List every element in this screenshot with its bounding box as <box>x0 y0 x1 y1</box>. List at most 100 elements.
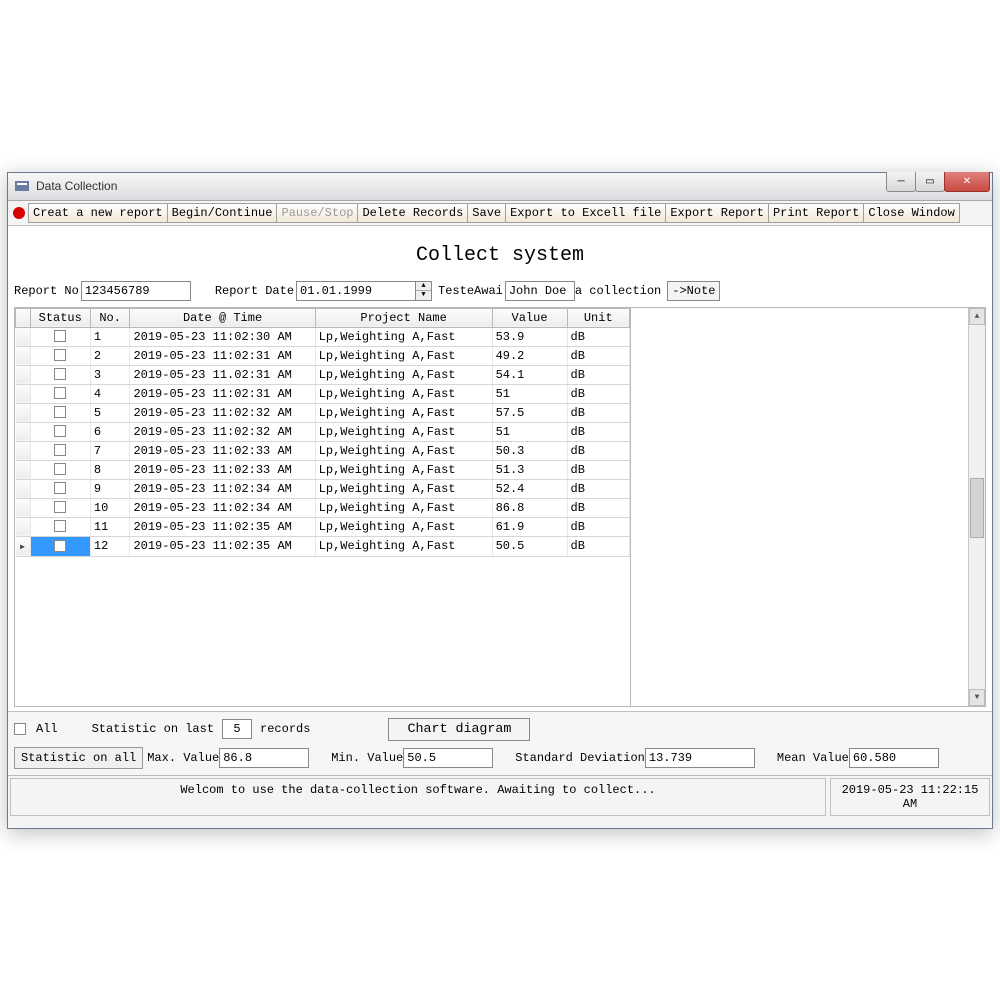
row-value: 50.5 <box>492 536 567 556</box>
create-report-button[interactable]: Creat a new report <box>28 203 168 223</box>
data-grid[interactable]: Status No. Date @ Time Project Name Valu… <box>14 307 631 707</box>
row-status-checkbox[interactable] <box>30 479 90 498</box>
row-value: 50.3 <box>492 441 567 460</box>
row-datetime: 2019-05-23 11:02:32 AM <box>130 422 315 441</box>
row-value: 61.9 <box>492 517 567 536</box>
all-checkbox[interactable] <box>14 723 26 735</box>
row-unit: dB <box>567 498 630 517</box>
pause-stop-button[interactable]: Pause/Stop <box>276 203 358 223</box>
chart-diagram-button[interactable]: Chart diagram <box>388 718 530 741</box>
print-report-button[interactable]: Print Report <box>768 203 864 223</box>
right-blank-pane: ▲ ▼ <box>631 307 986 707</box>
row-marker <box>16 384 31 403</box>
table-row[interactable]: 62019-05-23 11:02:32 AMLp,Weighting A,Fa… <box>16 422 630 441</box>
row-datetime: 2019-05-23 11:02:34 AM <box>130 479 315 498</box>
table-row[interactable]: 52019-05-23 11:02:32 AMLp,Weighting A,Fa… <box>16 403 630 422</box>
begin-continue-button[interactable]: Begin/Continue <box>167 203 278 223</box>
row-marker <box>16 422 31 441</box>
status-time: 2019-05-23 11:22:15 AM <box>830 778 990 816</box>
row-status-checkbox[interactable] <box>30 384 90 403</box>
scroll-thumb[interactable] <box>970 478 984 538</box>
table-row[interactable]: 112019-05-23 11:02:35 AMLp,Weighting A,F… <box>16 517 630 536</box>
row-status-checkbox[interactable] <box>30 346 90 365</box>
table-row[interactable]: ▸122019-05-23 11:02:35 AMLp,Weighting A,… <box>16 536 630 556</box>
grid-header-project[interactable]: Project Name <box>315 308 492 327</box>
export-report-button[interactable]: Export Report <box>665 203 769 223</box>
titlebar[interactable]: Data Collection ─ ▭ ✕ <box>8 173 992 201</box>
row-status-checkbox[interactable] <box>30 403 90 422</box>
report-date-input[interactable] <box>296 281 416 301</box>
row-project: Lp,Weighting A,Fast <box>315 403 492 422</box>
maximize-button[interactable]: ▭ <box>915 172 945 192</box>
row-value: 51 <box>492 384 567 403</box>
scroll-up-icon[interactable]: ▲ <box>969 308 985 325</box>
save-button[interactable]: Save <box>467 203 506 223</box>
row-marker <box>16 460 31 479</box>
grid-header-no[interactable]: No. <box>90 308 130 327</box>
grid-marker-header <box>16 308 31 327</box>
records-count-input[interactable] <box>222 719 252 739</box>
row-datetime: 2019-05-23 11:02:33 AM <box>130 460 315 479</box>
grid-header-value[interactable]: Value <box>492 308 567 327</box>
table-row[interactable]: 72019-05-23 11:02:33 AMLp,Weighting A,Fa… <box>16 441 630 460</box>
grid-header-row: Status No. Date @ Time Project Name Valu… <box>16 308 630 327</box>
delete-records-button[interactable]: Delete Records <box>357 203 468 223</box>
close-button[interactable]: ✕ <box>944 172 990 192</box>
grid-header-status[interactable]: Status <box>30 308 90 327</box>
scroll-down-icon[interactable]: ▼ <box>969 689 985 706</box>
row-unit: dB <box>567 517 630 536</box>
table-row[interactable]: 82019-05-23 11:02:33 AMLp,Weighting A,Fa… <box>16 460 630 479</box>
row-status-checkbox[interactable] <box>30 441 90 460</box>
row-unit: dB <box>567 441 630 460</box>
status-message: Welcom to use the data-collection softwa… <box>10 778 826 816</box>
row-datetime: 2019-05-23 11:02:34 AM <box>130 498 315 517</box>
row-status-checkbox[interactable] <box>30 327 90 346</box>
grid-header-datetime[interactable]: Date @ Time <box>130 308 315 327</box>
mean-value-output <box>849 748 939 768</box>
row-value: 52.4 <box>492 479 567 498</box>
date-spinner[interactable]: ▲▼ <box>416 281 432 301</box>
row-marker <box>16 403 31 422</box>
note-button[interactable]: ->Note <box>667 281 720 301</box>
row-status-checkbox[interactable] <box>30 536 90 556</box>
statusbar: Welcom to use the data-collection softwa… <box>8 775 992 818</box>
row-status-checkbox[interactable] <box>30 517 90 536</box>
stat-on-all-label: Statistic on all <box>14 747 143 769</box>
export-excel-button[interactable]: Export to Excell file <box>505 203 666 223</box>
row-status-checkbox[interactable] <box>30 498 90 517</box>
row-project: Lp,Weighting A,Fast <box>315 365 492 384</box>
row-no: 10 <box>90 498 130 517</box>
report-date-label: Report Date <box>215 284 294 298</box>
content-area: Collect system Report No Report Date ▲▼ … <box>8 226 992 711</box>
vertical-scrollbar[interactable]: ▲ ▼ <box>968 308 985 706</box>
minimize-button[interactable]: ─ <box>886 172 916 192</box>
row-unit: dB <box>567 479 630 498</box>
table-row[interactable]: 12019-05-23 11:02:30 AMLp,Weighting A,Fa… <box>16 327 630 346</box>
row-no: 3 <box>90 365 130 384</box>
row-status-checkbox[interactable] <box>30 365 90 384</box>
table-row[interactable]: 42019-05-23 11:02:31 AMLp,Weighting A,Fa… <box>16 384 630 403</box>
row-project: Lp,Weighting A,Fast <box>315 422 492 441</box>
row-value: 57.5 <box>492 403 567 422</box>
row-no: 2 <box>90 346 130 365</box>
table-row[interactable]: 92019-05-23 11:02:34 AMLp,Weighting A,Fa… <box>16 479 630 498</box>
min-label: Min. Value <box>331 751 403 765</box>
tester-input[interactable] <box>505 281 575 301</box>
row-datetime: 2019-05-23 11:02:30 AM <box>130 327 315 346</box>
report-no-input[interactable] <box>81 281 191 301</box>
row-status-checkbox[interactable] <box>30 460 90 479</box>
close-window-button[interactable]: Close Window <box>863 203 959 223</box>
row-value: 86.8 <box>492 498 567 517</box>
row-status-checkbox[interactable] <box>30 422 90 441</box>
row-datetime: 2019-05-23 11.02:31 AM <box>130 365 315 384</box>
table-row[interactable]: 102019-05-23 11:02:34 AMLp,Weighting A,F… <box>16 498 630 517</box>
row-project: Lp,Weighting A,Fast <box>315 346 492 365</box>
table-row[interactable]: 32019-05-23 11.02:31 AMLp,Weighting A,Fa… <box>16 365 630 384</box>
stat-last-label: Statistic on last <box>92 722 214 736</box>
row-project: Lp,Weighting A,Fast <box>315 498 492 517</box>
grid-header-unit[interactable]: Unit <box>567 308 630 327</box>
row-project: Lp,Weighting A,Fast <box>315 384 492 403</box>
row-marker <box>16 479 31 498</box>
row-no: 5 <box>90 403 130 422</box>
table-row[interactable]: 22019-05-23 11:02:31 AMLp,Weighting A,Fa… <box>16 346 630 365</box>
